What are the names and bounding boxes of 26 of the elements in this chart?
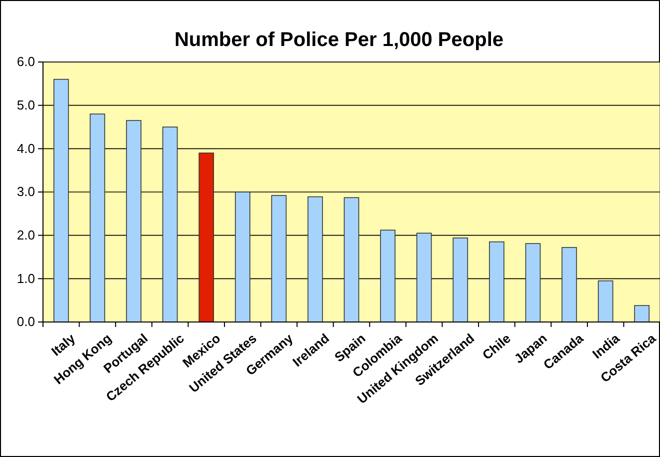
bar: [634, 305, 650, 322]
bar: [489, 241, 504, 322]
y-tick-label: 1.0: [16, 270, 35, 286]
y-tick-label: 5.0: [16, 97, 35, 112]
bar: [344, 197, 360, 322]
bar: [126, 120, 142, 322]
bar: [162, 126, 178, 322]
bar: [90, 114, 106, 322]
bar: [198, 152, 214, 322]
bar: [416, 232, 432, 322]
bar: [598, 280, 614, 322]
bar: [234, 192, 250, 322]
bar: [308, 196, 323, 322]
bar: [525, 243, 541, 322]
bar: [380, 230, 396, 322]
bar: [53, 78, 69, 322]
y-tick-label: 6.0: [16, 54, 35, 70]
y-tick-label: 2.0: [16, 227, 35, 242]
y-tick-label: 4.0: [16, 140, 35, 156]
bar: [271, 195, 287, 322]
bar: [562, 247, 577, 322]
bar: [452, 238, 468, 322]
y-tick-label: 3.0: [16, 184, 35, 200]
y-tick-label: 0.0: [16, 314, 35, 330]
x-tick-label: Italy: [48, 330, 79, 359]
chart-title: Number of Police Per 1,000 People: [174, 29, 504, 51]
